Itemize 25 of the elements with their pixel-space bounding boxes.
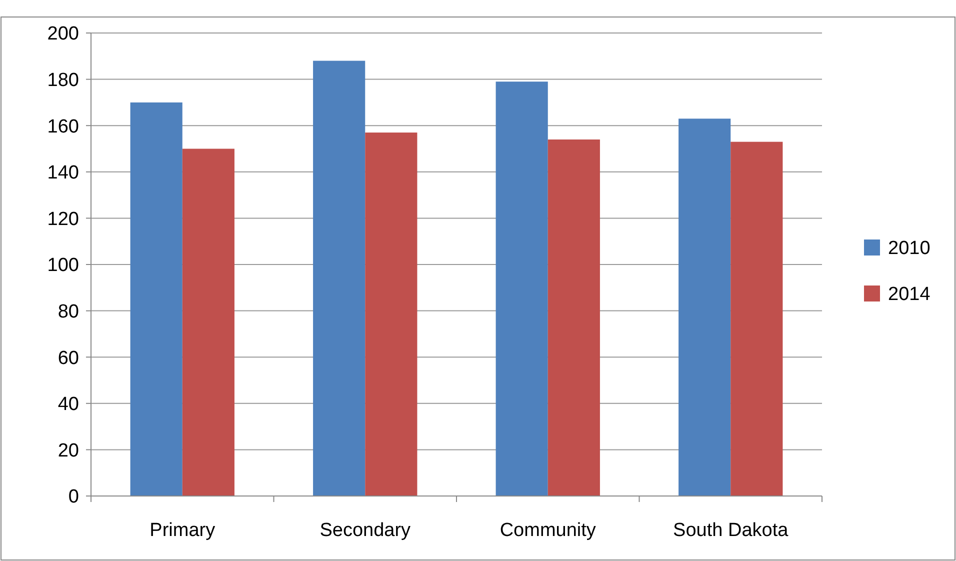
y-tick-label: 40 <box>58 394 79 416</box>
legend-label: 2014 <box>888 284 931 306</box>
bar <box>730 142 783 496</box>
x-tick-label: Primary <box>150 520 216 541</box>
y-tick-label: 120 <box>47 208 79 230</box>
bar <box>365 132 418 496</box>
x-tick-label: Community <box>500 520 596 541</box>
bar <box>130 102 182 496</box>
y-tick-label: 200 <box>47 24 79 45</box>
y-tick-label: 60 <box>58 348 79 369</box>
y-tick-label: 0 <box>68 486 79 508</box>
legend-label: 2010 <box>888 238 930 260</box>
bar <box>678 118 731 496</box>
x-tick-label: Secondary <box>320 520 412 541</box>
y-tick-label: 20 <box>58 440 79 462</box>
bar <box>182 148 234 496</box>
bar <box>496 82 548 496</box>
y-tick-label: 180 <box>47 70 79 91</box>
y-tick-label: 80 <box>58 301 79 322</box>
y-tick-label: 100 <box>47 255 79 276</box>
x-tick-label: South Dakota <box>673 520 789 541</box>
bar <box>313 60 366 496</box>
y-tick-label: 160 <box>47 116 79 138</box>
y-tick-label: 140 <box>47 162 79 184</box>
bar <box>548 139 600 496</box>
